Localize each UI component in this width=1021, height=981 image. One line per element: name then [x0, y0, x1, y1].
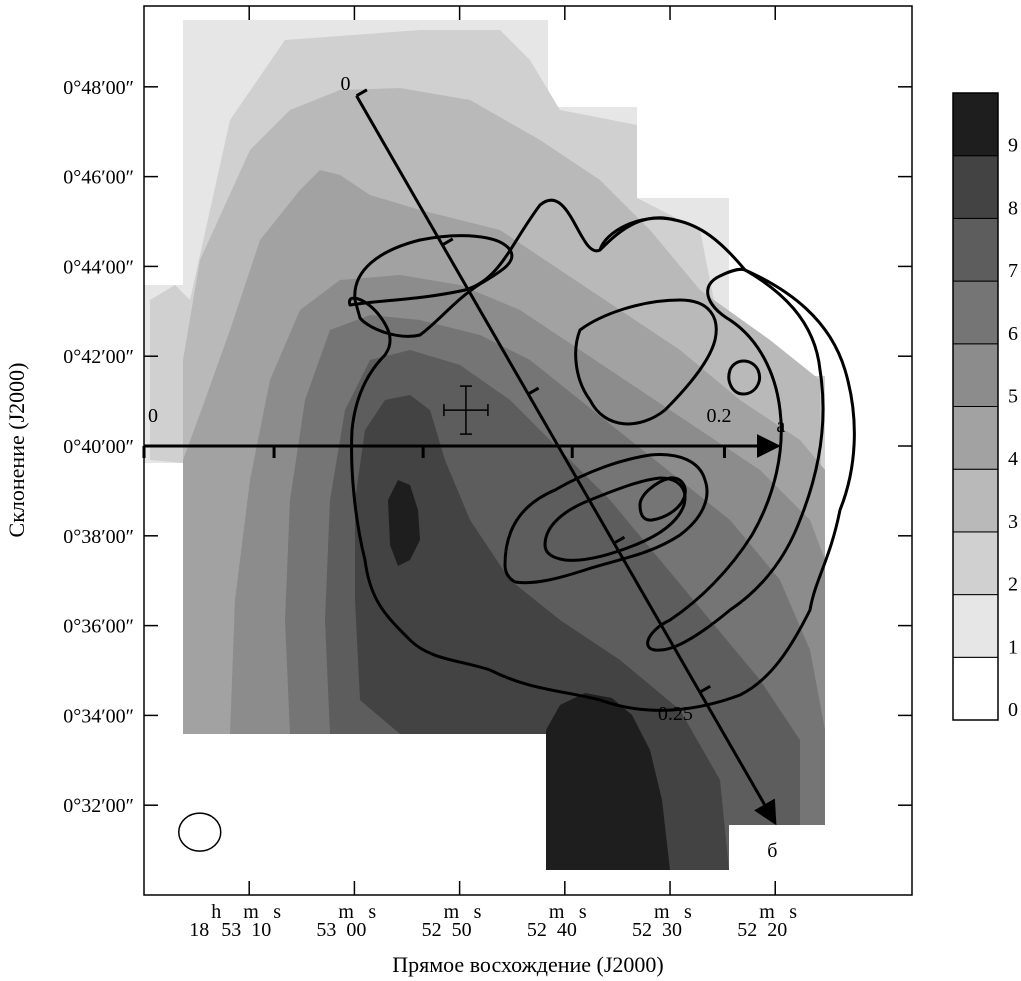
intensity-map: [144, 20, 825, 870]
cut-lines: 0 0.2 а 0 0.25 б: [142, 73, 785, 862]
beam-ellipse: [178, 812, 222, 852]
colorbar-label: 0: [1008, 699, 1018, 721]
x-axis-title: Прямое восхождение (J2000): [392, 952, 664, 977]
x-tick-s-mark: s: [273, 901, 281, 923]
y-tick-label: 0°46′00″: [63, 167, 134, 189]
beam-shape: [178, 812, 222, 852]
colorbar-band: [952, 656, 999, 721]
x-tick-seconds: 00: [346, 919, 366, 941]
intensity-level-9-bottom: [546, 693, 670, 870]
cut-start-label: 0: [148, 405, 158, 427]
x-tick-seconds: 10: [251, 919, 271, 941]
colorbar-band: [952, 594, 999, 658]
cut-tick: [355, 88, 368, 98]
x-tick-seconds: 50: [452, 919, 472, 941]
colorbar-band: [952, 406, 999, 470]
x-tick-seconds: 20: [767, 919, 787, 941]
cut-tick: [527, 386, 540, 396]
y-tick-label: 0°32′00″: [63, 795, 134, 817]
colorbar-label: 1: [1008, 636, 1018, 658]
colorbar-label: 6: [1008, 323, 1018, 345]
cut-tick: [441, 237, 454, 247]
contour-left-lobe: [353, 234, 514, 338]
colorbar-band: [952, 531, 999, 596]
x-tick-seconds: 30: [662, 919, 682, 941]
y-tick-label: 0°42′00″: [63, 346, 134, 368]
x-tick-s-mark: s: [579, 901, 587, 923]
colorbar-band: [952, 155, 999, 219]
x-tick-s-mark: s: [684, 901, 692, 923]
cut-end-label: а: [776, 415, 785, 437]
colorbar-label: 7: [1008, 260, 1018, 282]
colorbar: 0 1 2 3 4 5 6 7 8 9: [952, 92, 1018, 721]
colorbar-label: 5: [1008, 386, 1018, 408]
x-tick-minutes: 52: [737, 919, 757, 941]
x-tick-minutes: 52: [527, 919, 547, 941]
x-tick-m-mark: m: [444, 901, 460, 923]
colorbar-band: [952, 468, 999, 533]
colorbar-band: [952, 217, 999, 282]
x-tick-s-mark: s: [474, 901, 482, 923]
x-tick-s-mark: s: [789, 901, 797, 923]
colorbar-label: 4: [1008, 448, 1018, 470]
x-tick-hours: 18: [189, 919, 209, 941]
colorbar-label: 2: [1008, 574, 1018, 596]
cut-start-label: 0: [341, 73, 351, 95]
x-tick-m-mark: m: [759, 901, 775, 923]
x-tick-m-mark: m: [549, 901, 565, 923]
colorbar-band: [952, 343, 999, 407]
colorbar-band: [952, 280, 999, 345]
cut-tick: [699, 684, 712, 694]
y-axis: 0°48′00″ 0°46′00″ 0°44′00″ 0°42′00″ 0°40′00″…: [63, 77, 912, 817]
colorbar-band: [952, 92, 999, 157]
x-tick-h-mark: h: [211, 901, 221, 923]
y-tick-label: 0°38′00″: [63, 526, 134, 548]
cut-end-label: б: [767, 840, 777, 862]
cut-tick: [613, 535, 626, 545]
colorbar-label: 9: [1008, 135, 1018, 157]
y-tick-label: 0°36′00″: [63, 616, 134, 638]
x-tick-s-mark: s: [368, 901, 376, 923]
x-tick-minutes: 53: [221, 919, 241, 941]
contour-center-3: [638, 476, 687, 522]
colorbar-label: 8: [1008, 197, 1018, 219]
contour-outer: [348, 198, 856, 712]
y-tick-label: 0°34′00″: [63, 705, 134, 727]
y-tick-label: 0°40′00″: [63, 436, 134, 458]
position-marker: [443, 385, 489, 435]
cut-mid-label: 0.25: [658, 703, 693, 725]
y-tick-label: 0°48′00″: [63, 77, 134, 99]
contour-upper-right: [574, 216, 718, 426]
y-tick-label: 0°44′00″: [63, 256, 134, 278]
x-tick-m-mark: m: [338, 901, 354, 923]
y-axis-title: Склонение (J2000): [4, 363, 29, 538]
x-tick-minutes: 52: [632, 919, 652, 941]
x-tick-m-mark: m: [243, 901, 259, 923]
x-tick-minutes: 53: [316, 919, 336, 941]
x-tick-minutes: 52: [422, 919, 442, 941]
cut-line-2: [355, 95, 777, 826]
colorbar-label: 3: [1008, 511, 1018, 533]
contour-lines: [348, 198, 856, 712]
x-tick-seconds: 40: [557, 919, 577, 941]
x-tick-m-mark: m: [654, 901, 670, 923]
cut-mid-label: 0.2: [706, 405, 731, 427]
plot-frame: [143, 5, 913, 896]
colorbar-frame: [952, 92, 999, 721]
contour-small-ring: [727, 359, 761, 396]
contour-center-1: [503, 452, 709, 585]
intensity-level-9-core: [388, 480, 420, 566]
